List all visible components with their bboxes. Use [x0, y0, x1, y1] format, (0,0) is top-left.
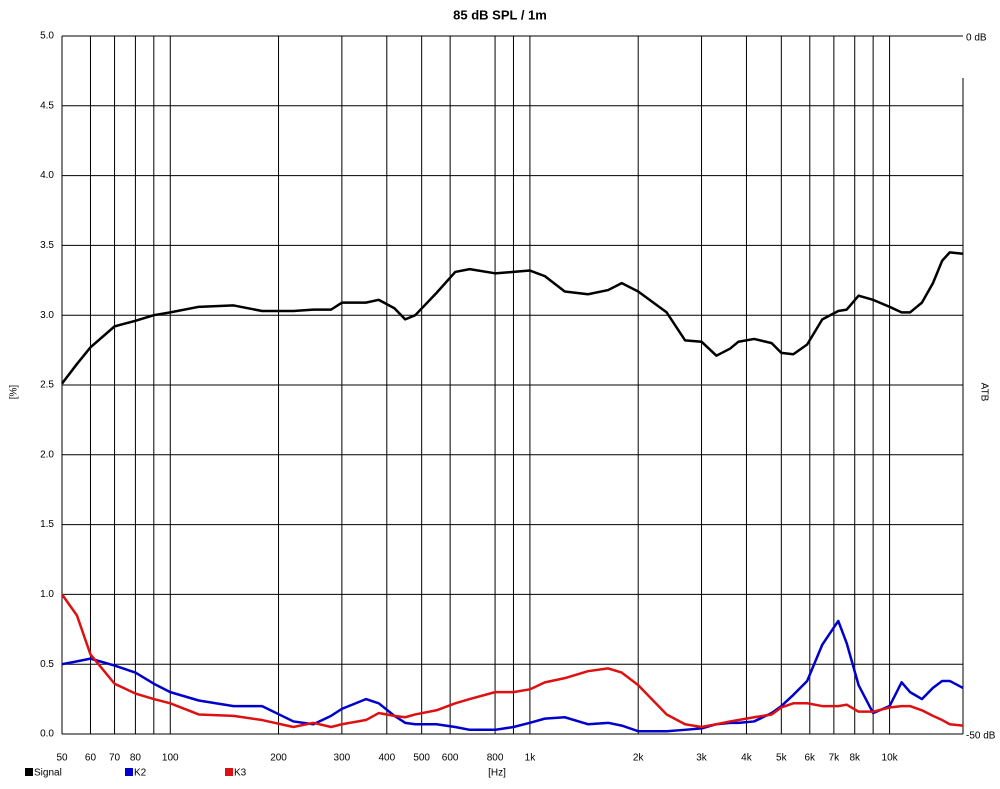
y-tick-label: 3.5	[40, 240, 54, 251]
x-tick-label: 6k	[805, 753, 817, 764]
chart-title: 85 dB SPL / 1m	[453, 7, 547, 22]
x-tick-label: 7k	[829, 753, 841, 764]
x-tick-label: 1k	[525, 753, 537, 764]
legend-swatch	[225, 768, 233, 776]
series-line	[60, 593, 964, 729]
y-tick-label: 4.0	[40, 170, 54, 181]
x-tick-label: 200	[270, 753, 287, 764]
y-tick-label: 4.5	[40, 100, 54, 111]
legend-swatch	[125, 768, 133, 776]
legend-label: K2	[134, 768, 147, 779]
x-tick-label: 60	[85, 753, 97, 764]
x-tick-label: 600	[442, 753, 459, 764]
x-tick-label: 10k	[882, 753, 899, 764]
x-tick-label: 70	[109, 753, 121, 764]
x-tick-label: 100	[162, 753, 179, 764]
x-tick-label: 400	[378, 753, 395, 764]
x-axis-label: [Hz]	[488, 768, 506, 779]
y-tick-label: 0.5	[40, 659, 54, 670]
x-tick-label: 2k	[633, 753, 645, 764]
y-tick-label: 0.0	[40, 729, 54, 740]
x-tick-label: 5k	[776, 753, 788, 764]
y-axis-label: [%]	[9, 385, 20, 400]
series-line	[61, 251, 964, 385]
legend-label: Signal	[34, 768, 62, 779]
x-tick-label: 8k	[849, 753, 861, 764]
legend-label: K3	[234, 768, 247, 779]
x-tick-label: 3k	[696, 753, 708, 764]
x-tick-label: 4k	[741, 753, 753, 764]
y2-tick-label: 0 dB	[966, 33, 987, 44]
y-tick-label: 1.0	[40, 589, 54, 600]
y-tick-label: 2.0	[40, 449, 54, 460]
y2-axis-label: ATB	[978, 383, 989, 402]
x-tick-label: 300	[334, 753, 351, 764]
legend-swatch	[25, 768, 33, 776]
y2-tick-label: -50 dB	[966, 731, 996, 742]
y-tick-label: 3.0	[40, 310, 54, 321]
x-tick-label: 50	[56, 753, 68, 764]
x-tick-label: 800	[487, 753, 504, 764]
series-line	[61, 619, 964, 733]
y-tick-label: 2.5	[40, 380, 54, 391]
x-tick-label: 500	[413, 753, 430, 764]
y-tick-label: 1.5	[40, 519, 54, 530]
x-tick-label: 80	[130, 753, 142, 764]
y-tick-label: 5.0	[40, 31, 54, 42]
